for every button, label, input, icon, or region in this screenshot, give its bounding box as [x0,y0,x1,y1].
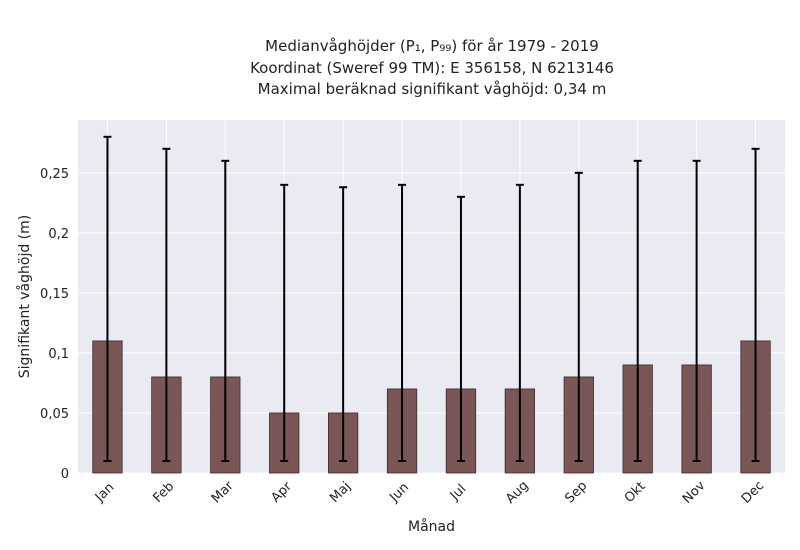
y-tick-label: 0,1 [48,347,69,362]
y-tick-label: 0,2 [48,227,69,242]
x-tick-label: Jan [92,480,117,505]
x-tick-label: Maj [327,479,354,506]
plot-area [78,120,785,473]
chart-title-line-3: Maximal beräknad signifikant våghöjd: 0,… [258,80,607,98]
y-tick-label: 0,25 [40,167,69,182]
x-tick-label: Dec [739,478,767,506]
x-tick-label: Feb [150,479,177,506]
y-axis: 0 0,05 0,1 0,15 0,2 0,25 [40,167,69,482]
x-tick-label: Nov [680,478,709,507]
x-axis-label: Månad [408,518,455,535]
error-bars [103,135,760,462]
chart-title: Medianvåghöjder (P₁, P₉₉) för år 1979 - … [250,37,614,98]
chart-title-line-2: Koordinat (Sweref 99 TM): E 356158, N 62… [250,59,614,77]
x-tick-label: Sep [562,479,590,507]
chart-title-line-1: Medianvåghöjder (P₁, P₉₉) för år 1979 - … [265,37,599,55]
x-axis: Jan Feb Mar Apr Maj Jun Jul Aug Sep Okt Nov Dec [92,478,767,507]
y-tick-label: 0 [61,467,69,482]
y-tick-label: 0,15 [40,287,69,302]
y-axis-label: Signifikant våghöjd (m) [16,215,33,378]
x-tick-label: Mar [209,478,237,506]
x-tick-label: Apr [268,479,295,506]
y-tick-label: 0,05 [40,407,69,422]
x-tick-label: Jul [447,482,469,504]
x-tick-label: Aug [503,478,532,507]
x-tick-label: Jun [386,480,412,506]
x-tick-label: Okt [622,479,649,506]
